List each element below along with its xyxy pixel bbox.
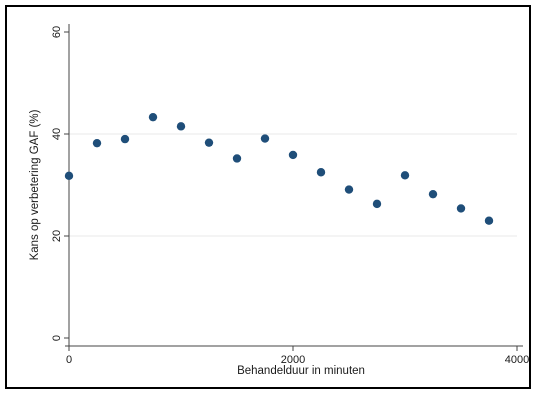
data-point-15 [484,216,494,225]
x-tick-label-4000: 4000 [505,354,529,366]
x-axis-title: Behandelduur in minuten [237,365,365,377]
data-point-11 [372,199,382,209]
chart-frame: 0 20 40 60 0 2000 4000 Behandelduur in minute… [5,5,531,389]
data-point-1 [92,138,102,148]
data-point-9 [316,168,326,177]
data-point-3 [148,112,158,122]
data-point-6 [232,154,242,163]
y-ticks: 0 20 40 60 [51,26,69,341]
data-points [64,112,494,225]
data-point-8 [288,150,298,160]
data-point-14 [456,204,466,213]
axes [65,24,523,347]
x-tick-label-2000: 2000 [281,354,305,366]
data-point-10 [344,185,354,194]
data-point-12 [400,171,410,180]
data-point-5 [204,138,214,147]
y-tick-label-0: 0 [51,335,63,341]
y-tick-label-40: 40 [51,128,63,140]
y-tick-label-60: 60 [51,26,63,38]
data-point-4 [176,122,186,131]
y-axis-title: Kans op verbetering GAF (%) [29,109,41,260]
gridlines [69,133,517,237]
x-tick-label-0: 0 [66,354,72,366]
data-point-2 [120,134,130,144]
data-point-0 [64,171,74,181]
x-ticks: 0 2000 4000 [66,346,529,366]
scatter-chart: 0 20 40 60 0 2000 4000 Behandelduur in minute… [29,24,529,377]
data-point-7 [260,134,270,143]
data-point-13 [428,189,438,199]
y-tick-label-20: 20 [51,230,63,242]
